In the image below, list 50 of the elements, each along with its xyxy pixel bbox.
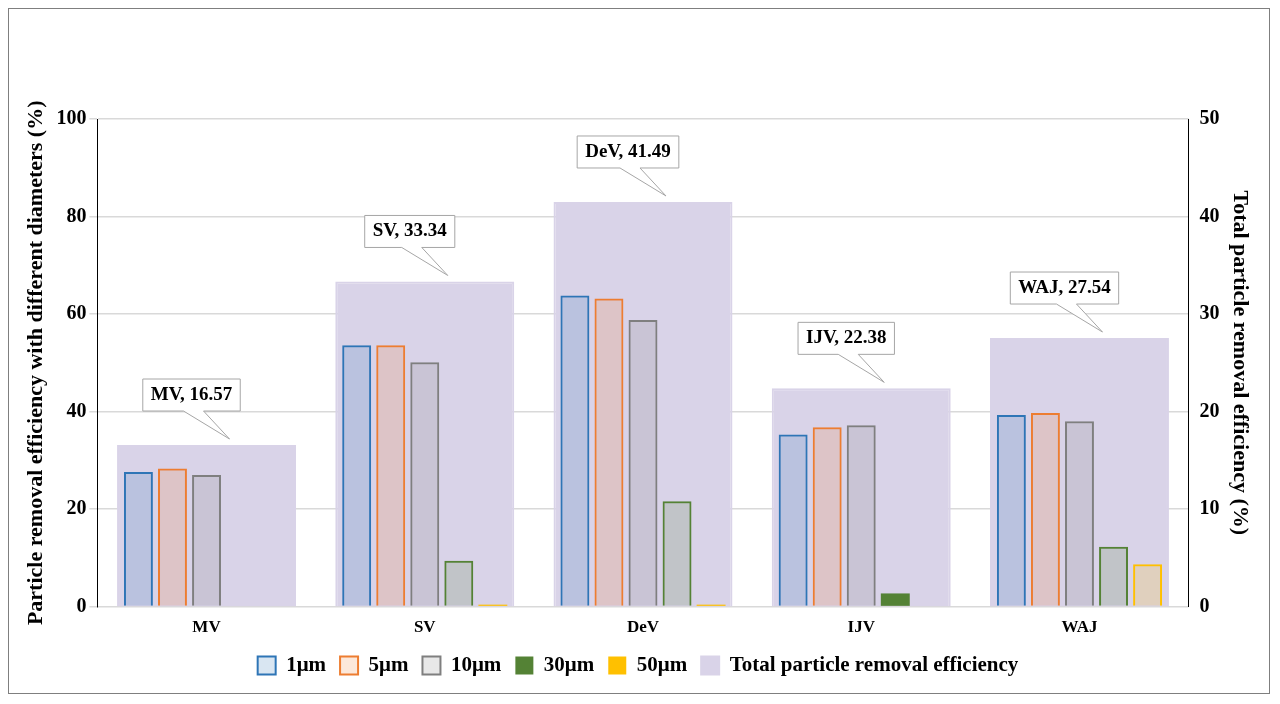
y2-axis-title: Total particle removal efficiency (%) <box>1229 190 1255 536</box>
bar <box>342 345 372 606</box>
bar <box>628 319 658 606</box>
data-label: MV, 16.57 <box>150 382 233 404</box>
bar <box>192 474 221 606</box>
bar <box>812 427 842 606</box>
x-tick-label: DeV <box>626 617 660 637</box>
y-tick-label: 20 <box>66 496 87 519</box>
y2-tick-label: 0 <box>1199 593 1210 616</box>
legend-label: 1μm <box>286 651 327 676</box>
legend-label: 10μm <box>450 651 502 676</box>
data-label: DeV, 41.49 <box>585 139 671 161</box>
legend-label: 5μm <box>368 651 409 676</box>
bar <box>1099 546 1128 606</box>
legend-label: 50μm <box>636 651 688 676</box>
y2-tick-label: 20 <box>1199 398 1220 421</box>
data-label: IJV, 22.38 <box>806 326 887 348</box>
bar <box>376 345 406 606</box>
bar <box>662 501 692 606</box>
legend-label: Total particle removal efficiency <box>729 651 1019 676</box>
y-tick-label: 40 <box>66 398 87 421</box>
y2-tick-label: 30 <box>1199 301 1220 324</box>
bar <box>778 434 808 606</box>
bar <box>158 468 187 606</box>
y-tick-label: 60 <box>66 301 87 324</box>
data-label: SV, 33.34 <box>372 219 448 241</box>
x-tick-label: WAJ <box>1061 617 1098 637</box>
y-tick-label: 0 <box>76 593 87 616</box>
bar <box>880 593 910 606</box>
bar <box>846 425 876 606</box>
y-axis-title: Particle removal efficiency with different diameters (%) <box>21 100 47 626</box>
x-tick-label: IJV <box>847 617 876 637</box>
y-tick-label: 80 <box>66 203 87 226</box>
bar <box>560 295 590 606</box>
bar <box>1030 413 1060 606</box>
bar <box>410 362 440 606</box>
bar <box>123 472 153 606</box>
legend-label: 30μm <box>543 651 595 676</box>
bar <box>594 298 624 606</box>
y2-tick-label: 40 <box>1199 203 1220 226</box>
bar <box>1065 421 1094 606</box>
bar <box>996 414 1026 606</box>
bar <box>444 560 474 606</box>
x-tick-label: MV <box>192 617 222 637</box>
y2-tick-label: 50 <box>1199 106 1220 129</box>
x-tick-label: SV <box>413 617 437 637</box>
y-tick-label: 100 <box>56 106 87 129</box>
bar <box>1133 564 1163 606</box>
y2-tick-label: 10 <box>1199 496 1220 519</box>
data-label: WAJ, 27.54 <box>1018 275 1112 297</box>
